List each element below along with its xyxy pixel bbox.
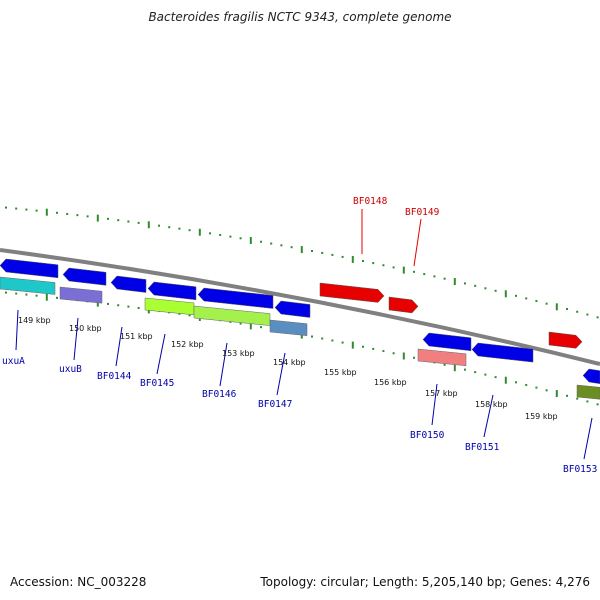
gene-label-bf0148[interactable]: BF0148 — [353, 196, 388, 207]
gene-arrow-partial — [548, 331, 583, 349]
accession-text: Accession: NC_003228 — [10, 575, 147, 589]
kbp-label: 156 kbp — [374, 378, 407, 387]
label-connector-line — [219, 342, 228, 387]
cog-bar — [576, 384, 600, 400]
kbp-label: 155 kbp — [324, 368, 357, 377]
gene-label-uxub[interactable]: uxuB — [59, 364, 82, 375]
kbp-label: 154 kbp — [273, 358, 306, 367]
gene-arrow-bf0146 — [197, 287, 274, 309]
gene-arrow-bf0150 — [422, 332, 472, 352]
genome-backbone — [0, 248, 600, 366]
cog-bar — [144, 297, 195, 316]
kbp-label: 152 kbp — [171, 340, 204, 349]
gene-label-bf0145[interactable]: BF0145 — [140, 378, 174, 389]
kbp-label: 149 kbp — [18, 316, 51, 325]
gene-label-bf0151[interactable]: BF0151 — [465, 442, 500, 453]
gene-arrow-bf0148 — [319, 282, 385, 303]
cog-bar — [59, 286, 103, 304]
cog-bar — [269, 319, 308, 336]
gene-label-connectors — [15, 209, 593, 460]
gene-label-bf0149[interactable]: BF0149 — [405, 207, 440, 218]
label-connector-line — [156, 333, 166, 375]
label-connector-line — [276, 352, 286, 396]
gene-arrow-bf0147 — [274, 300, 311, 318]
gene-arrow-bf0144 — [110, 275, 147, 293]
gene-arrow-bf0149 — [388, 296, 419, 314]
cog-bar — [417, 348, 467, 367]
kbp-label: 151 kbp — [120, 332, 153, 341]
map-title: Bacteroides fragilis NCTC 9343, complete… — [148, 10, 452, 24]
gene-arrow-bf0151 — [471, 342, 534, 363]
gene-label-uxua[interactable]: uxuA — [2, 356, 25, 367]
cog-bar — [193, 305, 271, 326]
kbp-label: 159 kbp — [525, 412, 558, 421]
label-connector-line — [73, 317, 79, 361]
label-connector-line — [413, 218, 422, 267]
gene-arrow-bf0153 — [582, 368, 600, 384]
label-connector-line — [583, 417, 593, 460]
label-connector-line — [431, 383, 438, 426]
gene-label-bf0147[interactable]: BF0147 — [258, 399, 292, 410]
label-connector-line — [15, 309, 19, 351]
gene-label-bf0146[interactable]: BF0146 — [202, 389, 237, 400]
gene-arrow-bf0145 — [147, 281, 197, 301]
label-connector-line — [115, 326, 123, 367]
gene-label-bf0153[interactable]: BF0153 — [563, 464, 597, 475]
gene-label-bf0144[interactable]: BF0144 — [97, 371, 132, 382]
kbp-label: 150 kbp — [69, 324, 102, 333]
kbp-label: 153 kbp — [222, 349, 255, 358]
kbp-label: 158 kbp — [475, 400, 508, 409]
gene-track — [0, 258, 600, 400]
cog-bar — [0, 276, 56, 295]
gene-arrow-uxua — [0, 258, 59, 279]
gene-label-bf0150[interactable]: BF0150 — [410, 430, 445, 441]
genome-summary-text: Topology: circular; Length: 5,205,140 bp… — [260, 575, 590, 589]
label-connector-line — [483, 394, 494, 438]
gene-arrow-uxub — [62, 267, 107, 286]
upper-tick-track — [5, 206, 599, 319]
kbp-label: 157 kbp — [425, 389, 458, 398]
